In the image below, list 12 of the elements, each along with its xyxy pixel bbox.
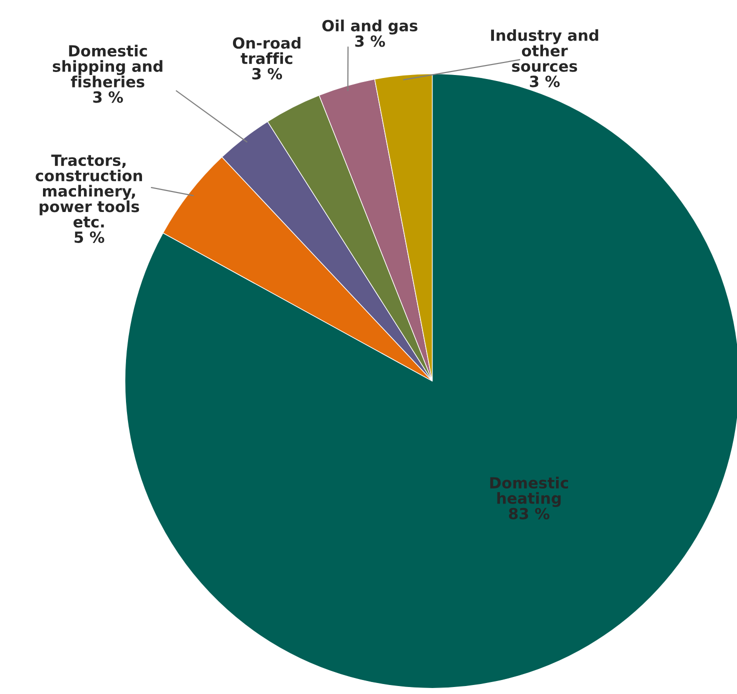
slice-label: Oil and gas — [322, 20, 418, 35]
slice-label: Industry and other sources — [491, 29, 598, 72]
data-label: 3 % — [252, 68, 282, 80]
slice-label: Domestic shipping and fisheries — [52, 44, 162, 88]
data-label: 3 % — [355, 35, 385, 47]
data-label: 3 % — [93, 91, 123, 103]
slice-label: Tractors, construction machinery, power tools etc. — [36, 154, 142, 228]
slice-label: On-road traffic — [232, 36, 300, 64]
data-label: 5 % — [74, 231, 104, 243]
data-label: 83 % — [508, 508, 550, 520]
slice-label: Domestic heating — [490, 476, 568, 507]
data-label: 3 % — [530, 76, 560, 88]
